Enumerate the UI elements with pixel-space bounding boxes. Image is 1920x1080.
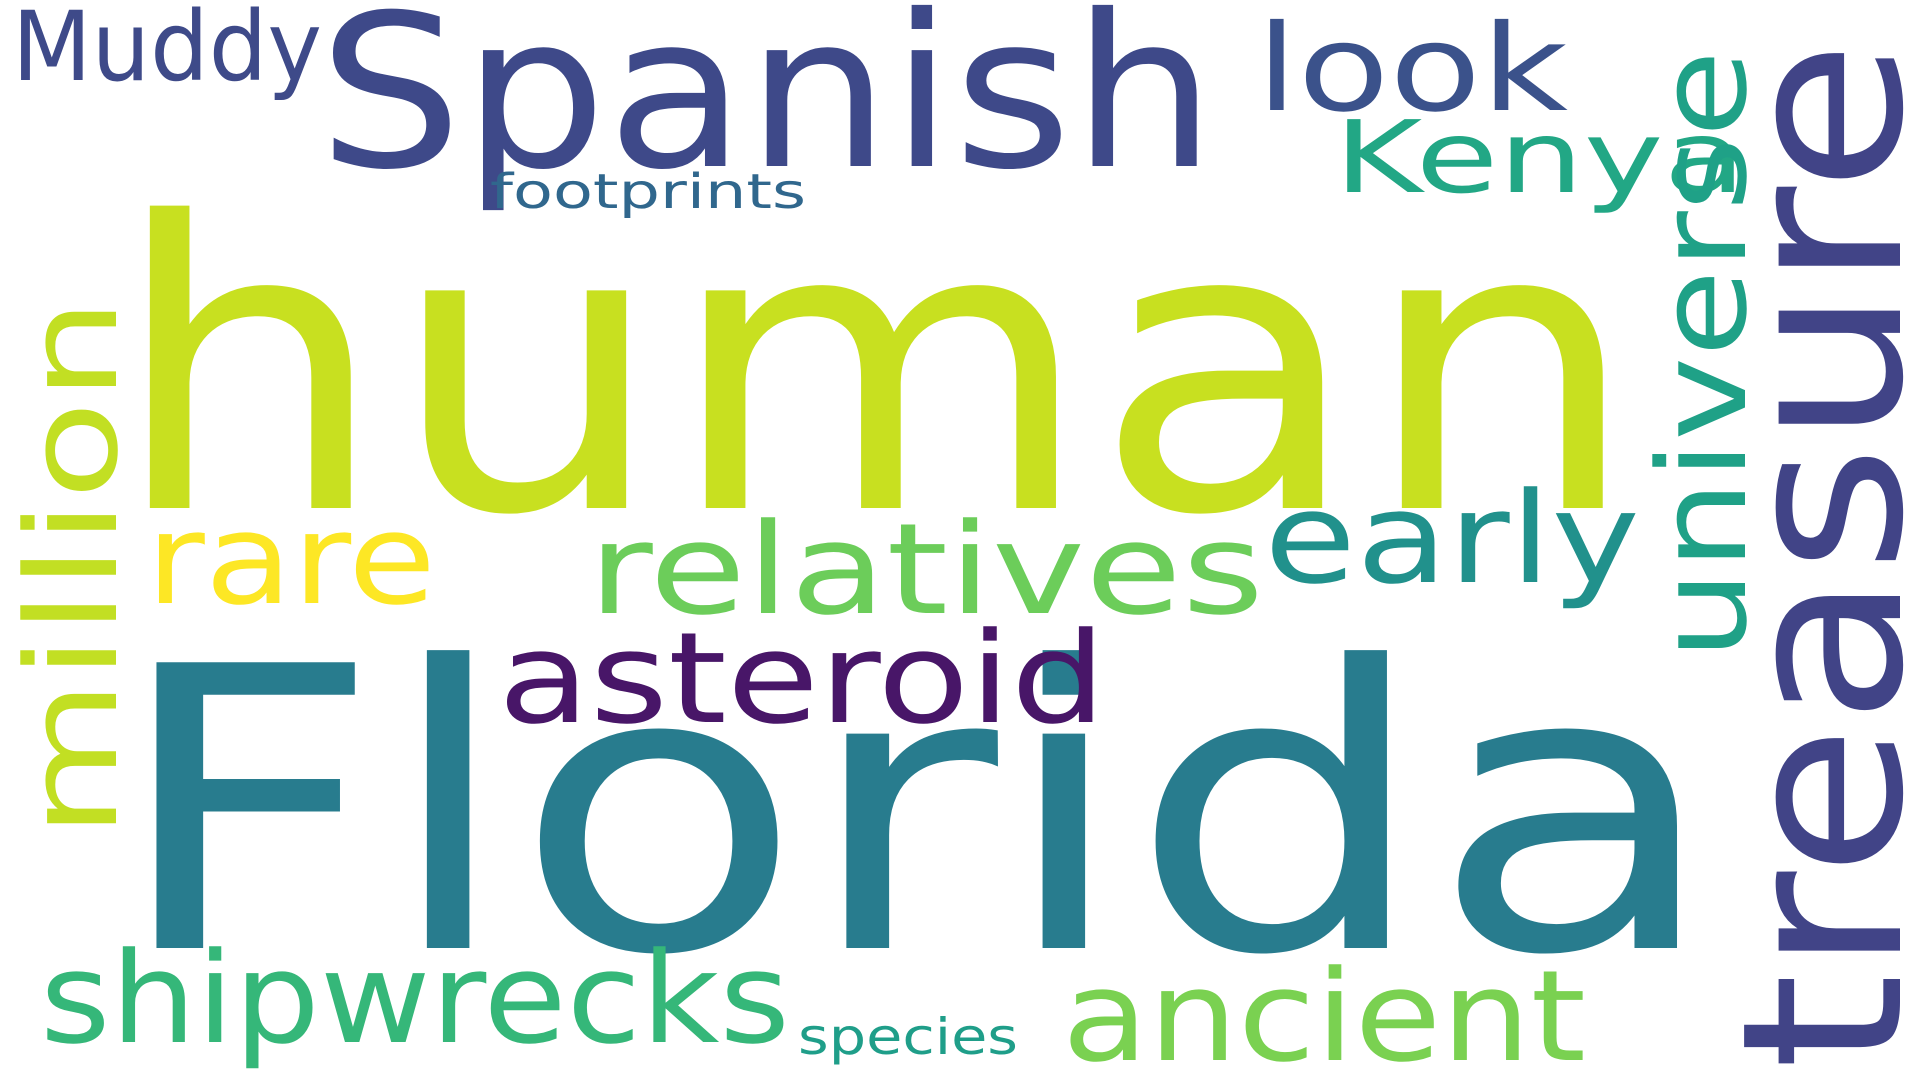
word-muddy: Muddy xyxy=(12,0,322,103)
word-ancient: ancient xyxy=(1062,943,1586,1080)
word-florida: Florida xyxy=(110,585,1720,1041)
word-species: species xyxy=(798,1008,1018,1066)
word-early: early xyxy=(1264,465,1640,612)
word-universe: universe xyxy=(1632,50,1774,660)
word-shipwrecks: shipwrecks xyxy=(40,925,790,1072)
word-rare: rare xyxy=(146,486,436,633)
word-human: human xyxy=(110,139,1640,602)
word-spanish: Spanish xyxy=(318,0,1216,216)
word-kenya: Kenya xyxy=(1334,99,1746,216)
word-treasure: treasure xyxy=(1695,40,1920,1070)
word-footprints: footprints xyxy=(490,164,806,220)
word-asteroid: asteroid xyxy=(498,605,1106,752)
word-look: look xyxy=(1256,0,1569,139)
word-relatives: relatives xyxy=(588,496,1264,643)
word-million: million xyxy=(0,298,146,838)
